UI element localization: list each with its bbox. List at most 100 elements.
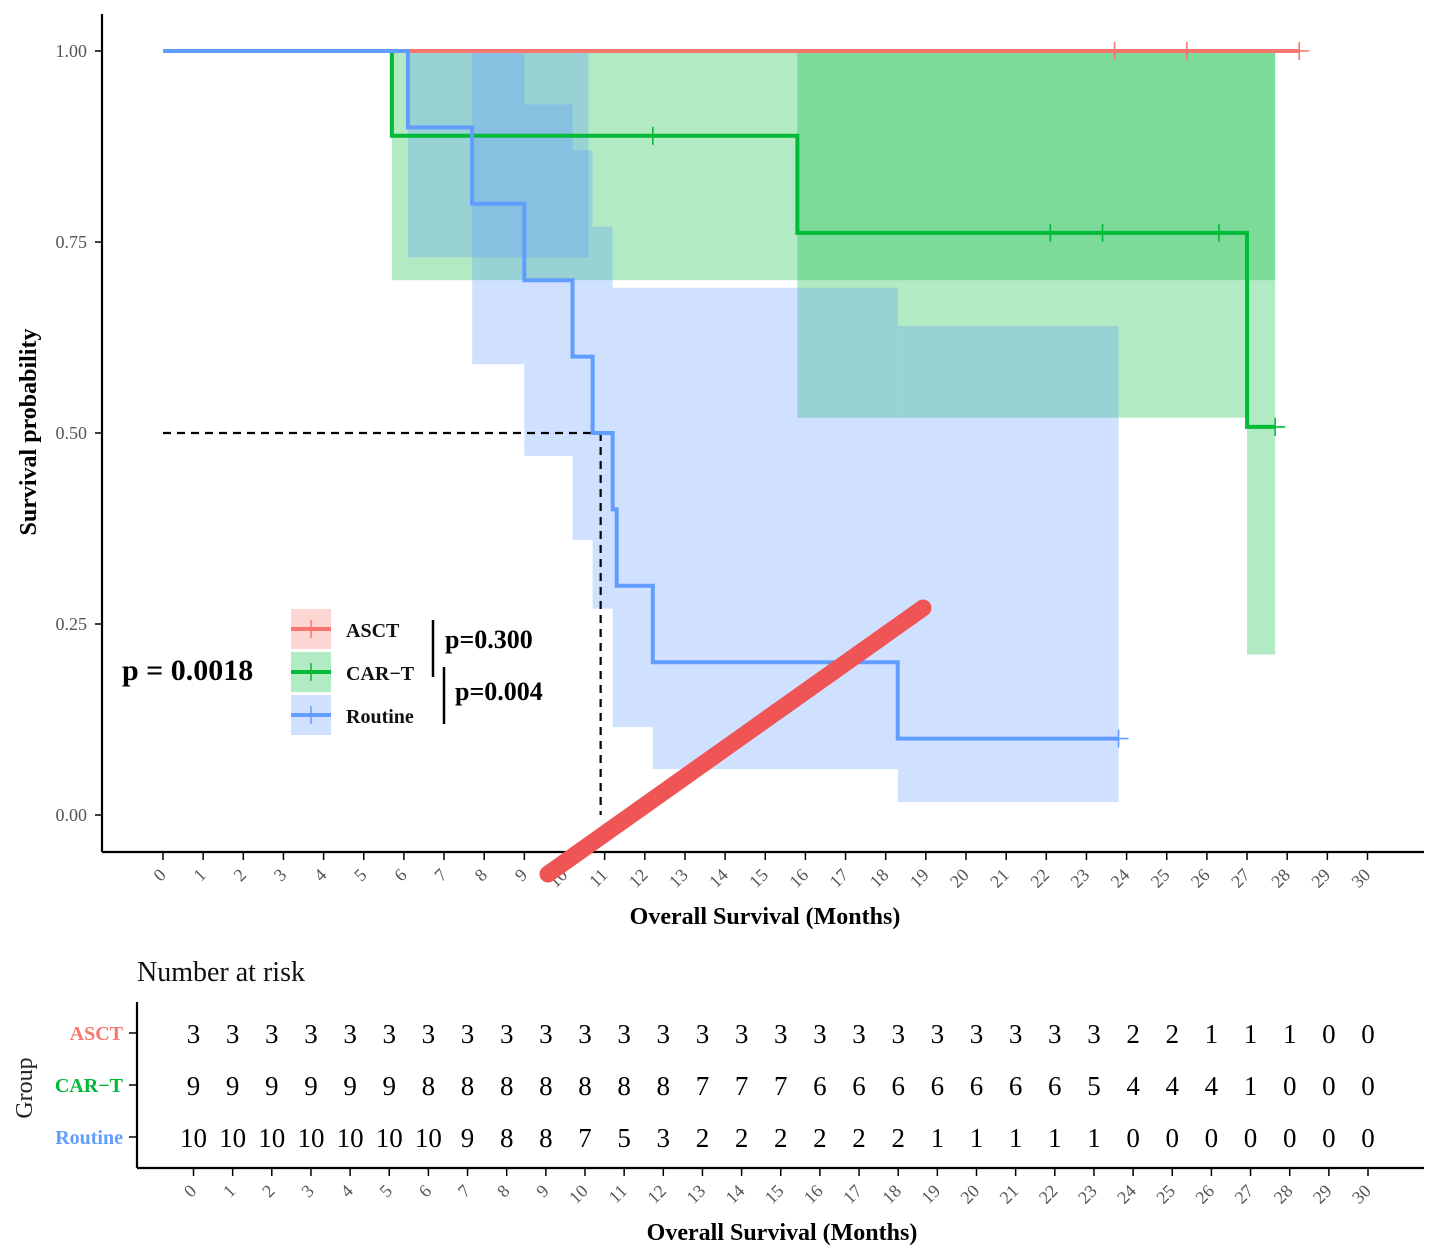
ci-band-routine-5 — [612, 287, 653, 728]
risk-x-tick-label: 28 — [1270, 1181, 1297, 1208]
ci-band-cart-2 — [1247, 51, 1276, 655]
risk-count-cart: 4 — [1166, 1071, 1180, 1101]
risk-count-asct: 3 — [657, 1019, 671, 1049]
risk-x-tick-label: 26 — [1191, 1181, 1218, 1208]
censor-cart-0 — [642, 126, 663, 145]
risk-count-routine: 1 — [1087, 1123, 1101, 1153]
risk-x-tick-label: 27 — [1231, 1181, 1258, 1208]
risk-count-routine: 1 — [1048, 1123, 1062, 1153]
risk-count-asct: 3 — [891, 1019, 905, 1049]
risk-x-axis-ticks: 0 1 2 3 4 5 6 7 8 9 10 11 12 13 14 15 16 17 18 19 20 21 22 23 24… — [180, 1168, 1375, 1208]
risk-count-asct: 0 — [1322, 1019, 1336, 1049]
risk-count-asct: 2 — [1166, 1019, 1180, 1049]
risk-count-cart: 9 — [265, 1071, 279, 1101]
risk-count-asct: 3 — [970, 1019, 984, 1049]
risk-count-routine: 1 — [931, 1123, 945, 1153]
y-tick-label: 0.25 — [56, 614, 88, 634]
censor-asct-2 — [1289, 42, 1310, 60]
risk-count-routine: 2 — [891, 1123, 905, 1153]
risk-count-cart: 6 — [1009, 1071, 1023, 1101]
risk-x-tick-label: 30 — [1348, 1181, 1375, 1208]
risk-count-asct: 1 — [1283, 1019, 1297, 1049]
risk-count-asct: 0 — [1361, 1019, 1375, 1049]
risk-count-routine: 1 — [1009, 1123, 1023, 1153]
risk-x-tick-label: 1 — [219, 1181, 240, 1202]
risk-x-tick-label: 3 — [297, 1181, 318, 1202]
risk-count-asct: 3 — [696, 1019, 710, 1049]
x-tick-label: 24 — [1107, 865, 1134, 892]
risk-x-tick-label: 16 — [800, 1181, 827, 1208]
risk-count-asct: 1 — [1244, 1019, 1258, 1049]
risk-count-routine: 10 — [337, 1123, 364, 1153]
risk-count-cart: 8 — [578, 1071, 592, 1101]
risk-count-cart: 8 — [657, 1071, 671, 1101]
ci-band-routine-0 — [407, 51, 589, 258]
risk-count-routine: 7 — [578, 1123, 592, 1153]
x-tick-label: 26 — [1187, 865, 1214, 892]
risk-count-routine: 0 — [1126, 1123, 1140, 1153]
risk-count-cart: 6 — [931, 1071, 945, 1101]
risk-x-tick-label: 4 — [336, 1181, 357, 1202]
ci-band-routine-4 — [592, 226, 613, 609]
x-tick-label: 30 — [1347, 865, 1374, 892]
risk-count-cart: 1 — [1244, 1071, 1258, 1101]
x-tick-label: 5 — [350, 865, 371, 886]
x-tick-label: 12 — [625, 865, 652, 892]
risk-x-tick-label: 29 — [1309, 1181, 1336, 1208]
risk-count-cart: 6 — [1048, 1071, 1062, 1101]
x-tick-label: 11 — [585, 865, 611, 891]
censor-marks — [642, 42, 1310, 748]
risk-count-cart: 0 — [1283, 1071, 1297, 1101]
x-tick-label: 19 — [906, 865, 933, 892]
risk-count-routine: 2 — [696, 1123, 710, 1153]
risk-count-asct: 3 — [735, 1019, 749, 1049]
y-axis-ticks: 0.00 0.25 0.50 0.75 1.00 — [56, 41, 102, 825]
risk-count-cart: 7 — [774, 1071, 788, 1101]
censor-routine-0 — [1108, 729, 1129, 748]
risk-count-asct: 3 — [539, 1019, 553, 1049]
risk-x-tick-label: 0 — [180, 1181, 201, 1202]
y-axis-title: Survival probability — [16, 329, 42, 536]
risk-count-asct: 3 — [1048, 1019, 1062, 1049]
x-axis-ticks: 0 1 2 3 4 5 6 7 8 9 10 11 12 13 14 15 16 17 18 19 20 21 22 23 24… — [149, 852, 1374, 892]
risk-count-routine: 1 — [970, 1123, 984, 1153]
x-tick-label: 4 — [310, 865, 331, 886]
x-tick-label: 20 — [946, 865, 973, 892]
x-tick-label: 22 — [1026, 865, 1053, 892]
risk-x-tick-label: 18 — [878, 1181, 905, 1208]
risk-table-values: ASCT 3 3 3 3 3 3 3 3 3 3 3 3 3 3 3 3 3 3 3 3 3 3 3 3 2 2 1 1 1 0 0CAR−T… — [55, 1019, 1375, 1153]
ci-band-routine-1 — [472, 51, 525, 365]
risk-count-asct: 3 — [617, 1019, 631, 1049]
legend-cart-label: CAR−T — [346, 663, 415, 685]
x-tick-label: 28 — [1267, 865, 1294, 892]
risk-x-tick-label: 23 — [1074, 1181, 1101, 1208]
x-tick-label: 27 — [1227, 865, 1254, 892]
risk-x-tick-label: 2 — [258, 1181, 279, 1202]
risk-x-tick-label: 10 — [565, 1181, 592, 1208]
ci-band-routine-3 — [572, 150, 593, 540]
censor-cart-4 — [1265, 417, 1286, 436]
risk-count-routine: 0 — [1322, 1123, 1336, 1153]
risk-count-routine: 10 — [376, 1123, 403, 1153]
x-tick-label: 1 — [189, 865, 210, 886]
risk-x-axis-title: Overall Survival (Months) — [647, 1220, 918, 1246]
x-tick-label: 2 — [230, 865, 251, 886]
x-tick-label: 0 — [149, 865, 170, 886]
legend-asct-label: ASCT — [346, 620, 400, 642]
ci-band-routine-6 — [652, 287, 798, 770]
risk-count-cart: 0 — [1322, 1071, 1336, 1101]
risk-count-asct: 3 — [813, 1019, 827, 1049]
risk-group-label-asct: ASCT — [70, 1023, 124, 1045]
risk-x-tick-label: 24 — [1113, 1181, 1140, 1208]
risk-count-asct: 2 — [1126, 1019, 1140, 1049]
risk-count-cart: 8 — [500, 1071, 514, 1101]
risk-count-cart: 7 — [696, 1071, 710, 1101]
risk-x-tick-label: 5 — [376, 1181, 397, 1202]
x-tick-label: 18 — [866, 865, 893, 892]
risk-x-tick-label: 6 — [415, 1181, 436, 1202]
censor-cart-2 — [1092, 223, 1113, 242]
risk-count-asct: 3 — [852, 1019, 866, 1049]
legend: ASCT CAR−T Routine — [291, 609, 415, 735]
pairwise-p-asct-cart: p=0.300 — [445, 625, 533, 654]
risk-group-label-cart: CAR−T — [55, 1075, 124, 1097]
